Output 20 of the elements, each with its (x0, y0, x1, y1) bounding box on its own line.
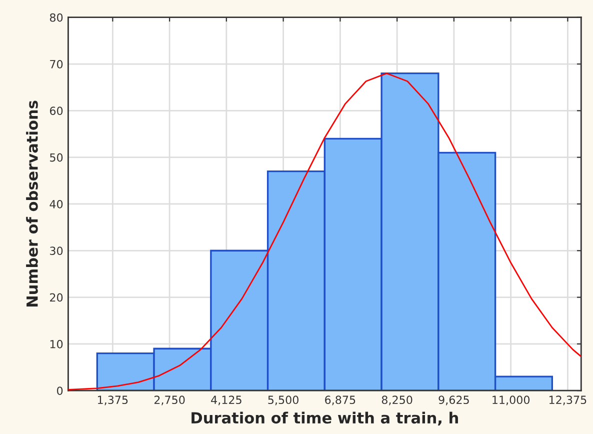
y-tick-label: 10 (50, 340, 63, 348)
x-tick-label: 4,125 (211, 396, 242, 406)
y-tick-label: 50 (50, 153, 63, 162)
x-tick-label: 9,625 (438, 396, 469, 406)
x-tick-label: 11,000 (492, 396, 530, 406)
x-tick-label: 8,250 (382, 396, 412, 406)
y-tick-label: 70 (50, 60, 63, 68)
y-tick-label: 40 (50, 200, 63, 208)
x-tick-label: 12,375 (549, 396, 586, 406)
x-tick-label: 6,875 (325, 396, 356, 406)
x-tick-label: 1,375 (98, 396, 128, 406)
y-tick-label: 60 (50, 106, 63, 116)
y-tick-label: 20 (50, 293, 63, 302)
x-axis-title: Duration of time with a train, h (192, 412, 458, 426)
y-tick-label: 0 (56, 386, 63, 395)
y-tick-label: 80 (50, 13, 63, 22)
x-tick-label: 5,500 (268, 396, 298, 406)
y-axis-title: Number of observations (26, 100, 38, 307)
x-tick-label: 2,750 (154, 396, 185, 406)
y-tick-label: 30 (50, 246, 63, 256)
